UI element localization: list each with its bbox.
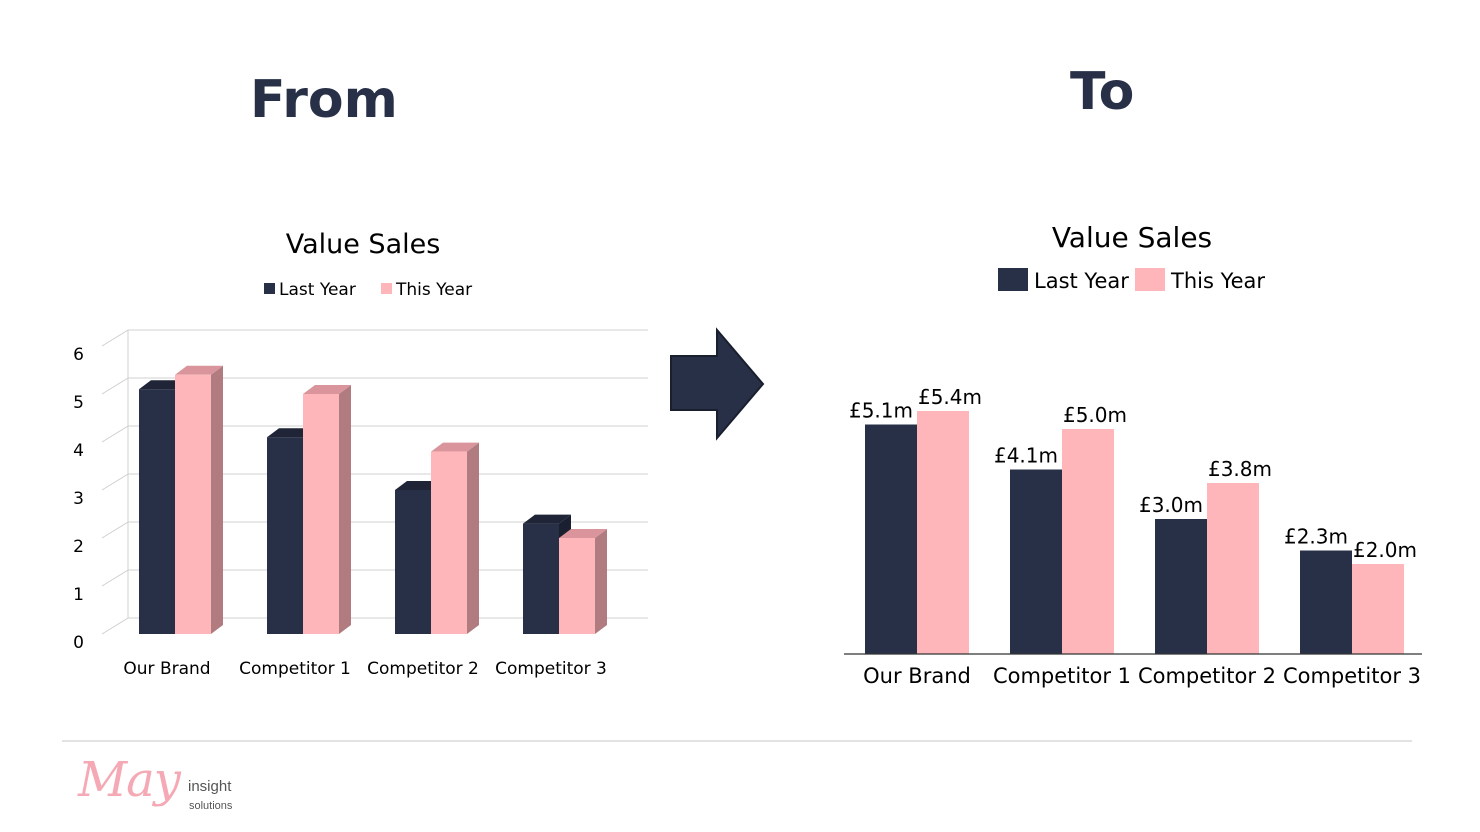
left-bar-top [523,514,571,524]
right-data-label: £4.1m [994,444,1058,468]
left-bar-side [595,529,607,634]
left-bar-front [395,490,431,634]
to-heading: To [1070,62,1135,122]
right-chart-title: Value Sales [1052,221,1212,254]
left-legend-swatch [264,283,275,294]
left-bar [559,529,607,634]
left-legend-label: This Year [395,280,472,300]
right-bar [1062,429,1114,654]
left-bar [303,385,351,634]
left-gridline-diag [101,569,129,587]
right-legend-label: Last Year [1034,269,1129,293]
right-legend-label: This Year [1170,269,1265,293]
logo-word-solutions: solutions [189,800,233,812]
left-bar-top [303,385,351,394]
left-gridline-diag [101,377,129,395]
left-bar-front [139,389,175,634]
left-chart-title: Value Sales [286,229,441,260]
right-data-label: £5.4m [918,385,982,409]
left-bar [431,442,479,634]
left-x-tick-label: Competitor 1 [239,659,351,679]
right-data-label: £3.8m [1208,457,1272,481]
right-legend-swatch [1135,268,1165,291]
left-y-tick-label: 4 [73,441,84,461]
right-data-label: £5.1m [849,399,913,423]
left-bar-top [431,442,479,452]
right-arrow-shape [670,327,765,441]
left-legend-label: Last Year [279,280,356,300]
left-gridline-diag [101,425,129,443]
left-gridline-diag [101,521,129,539]
left-bar-front [523,523,559,634]
right-bar [917,411,969,654]
right-bar [865,424,917,654]
left-bar-side [339,385,351,634]
right-x-tick-label: Our Brand [863,664,971,688]
left-bar [175,365,223,634]
left-gridline-diag [101,617,129,635]
left-bar-top [175,365,223,375]
right-data-label: £5.0m [1063,403,1127,427]
left-x-tick-label: Competitor 2 [367,659,479,679]
brand-logo: May insight solutions [78,752,278,822]
left-legend-swatch [381,283,392,294]
right-x-tick-label: Competitor 2 [1138,664,1276,688]
left-y-tick-label: 5 [73,393,84,413]
left-y-tick-label: 6 [73,345,84,365]
left-x-tick-label: Our Brand [123,659,210,679]
footer-divider [62,740,1412,742]
left-y-tick-label: 0 [73,633,84,653]
left-bar-front [267,437,303,634]
from-heading: From [250,70,398,130]
logo-script: May [78,752,181,808]
left-bar-front [431,451,467,634]
right-bar [1352,564,1404,654]
left-bar-front [559,538,595,634]
left-y-tick-label: 3 [73,489,84,509]
right-data-label: £2.3m [1284,525,1348,549]
right-data-label: £2.0m [1353,538,1417,562]
left-gridline-diag [101,329,129,347]
right-x-tick-label: Competitor 1 [993,664,1131,688]
left-y-tick-label: 2 [73,537,84,557]
left-y-tick-label: 1 [73,585,84,605]
left-bar-side [211,365,223,634]
left-gridline-diag [101,473,129,491]
logo-word-insight: insight [188,778,232,795]
right-bar [1155,519,1207,654]
right-x-tick-label: Competitor 3 [1283,664,1421,688]
left-bar-front [175,374,211,634]
left-bar-side [467,442,479,634]
left-x-tick-label: Competitor 3 [495,659,607,679]
right-data-label: £3.0m [1139,493,1203,517]
left-bar-top [559,529,607,538]
right-bar [1207,483,1259,654]
right-bar [1300,550,1352,654]
right-bar [1010,469,1062,654]
right-legend-swatch [998,268,1028,291]
left-bar-front [303,394,339,634]
